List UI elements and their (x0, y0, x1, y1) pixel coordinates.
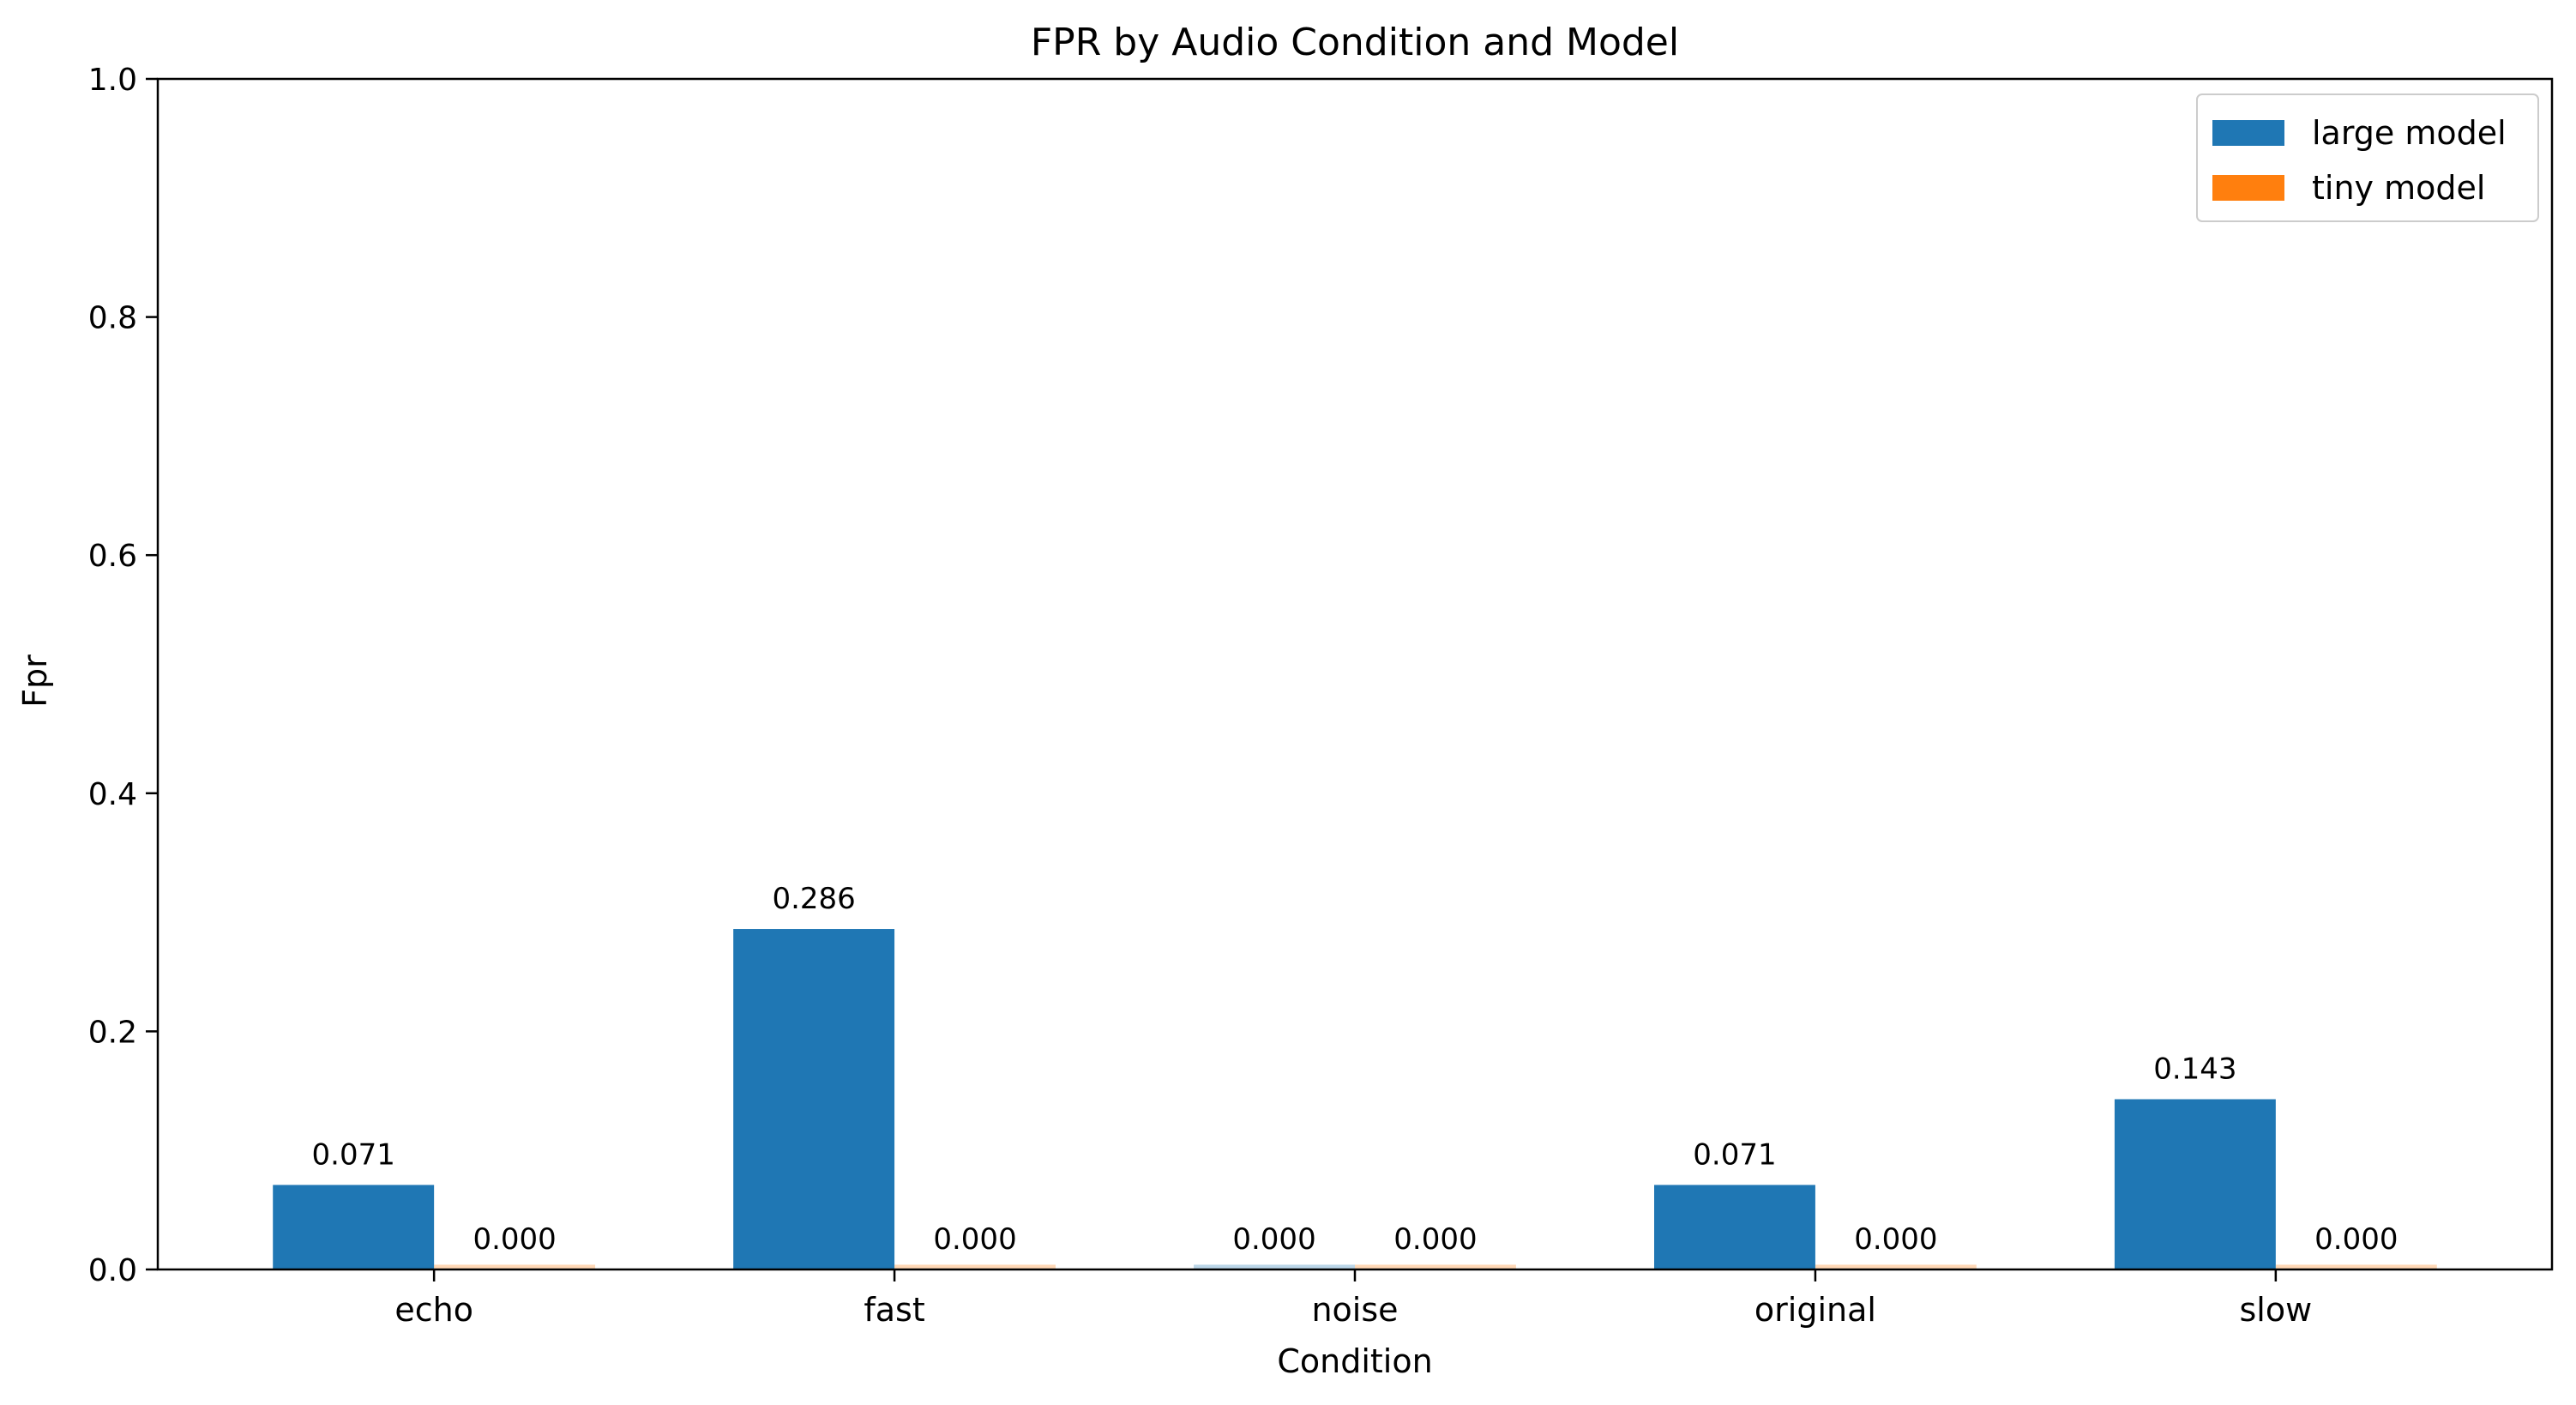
plot-frame (156, 77, 2554, 1271)
bar-tiny-model-noise (1355, 1264, 1516, 1269)
bar-value-label: 0.286 (772, 882, 855, 916)
bar-value-label: 0.000 (472, 1222, 556, 1257)
bar-tiny-model-fast (894, 1264, 1056, 1269)
y-axis-label: Fpr (16, 654, 54, 708)
x-tick-label: slow (2240, 1291, 2313, 1329)
bar-large-model-slow (2114, 1099, 2276, 1269)
bar-large-model-fast (733, 929, 895, 1269)
y-tick-label: 0.6 (88, 539, 137, 574)
x-tick-label: original (1754, 1291, 1876, 1329)
y-tick-label: 0.2 (88, 1015, 137, 1050)
bar-tiny-model-echo (434, 1264, 596, 1269)
legend-swatch (2212, 175, 2284, 201)
bar-tiny-model-slow (2275, 1264, 2437, 1269)
bar-value-label: 0.143 (2153, 1052, 2236, 1087)
x-axis-label: Condition (1277, 1342, 1432, 1380)
bar-large-model-original (1654, 1185, 1815, 1269)
chart-title: FPR by Audio Condition and Model (1031, 21, 1679, 64)
bar-large-model-noise (1194, 1264, 1355, 1269)
bar-large-model-echo (273, 1185, 435, 1269)
bar-value-label: 0.000 (2314, 1222, 2398, 1257)
x-tick-label: echo (394, 1291, 473, 1329)
y-tick-label: 0.0 (88, 1253, 137, 1288)
bar-value-label: 0.000 (1854, 1222, 1937, 1257)
x-tick-label: noise (1311, 1291, 1398, 1329)
bar-value-label: 0.000 (1393, 1222, 1477, 1257)
bar-value-label: 0.000 (1232, 1222, 1315, 1257)
bar-tiny-model-original (1815, 1264, 1977, 1269)
bar-value-label: 0.071 (312, 1137, 395, 1172)
bar-value-label: 0.000 (933, 1222, 1016, 1257)
x-tick-label: fast (864, 1291, 924, 1329)
y-tick-label: 0.4 (88, 777, 137, 812)
bar-value-label: 0.071 (1693, 1137, 1776, 1172)
legend-swatch (2212, 120, 2284, 146)
y-tick-label: 1.0 (88, 63, 137, 98)
legend-label: large model (2312, 114, 2507, 152)
y-tick-label: 0.8 (88, 301, 137, 336)
legend-label: tiny model (2312, 169, 2485, 207)
